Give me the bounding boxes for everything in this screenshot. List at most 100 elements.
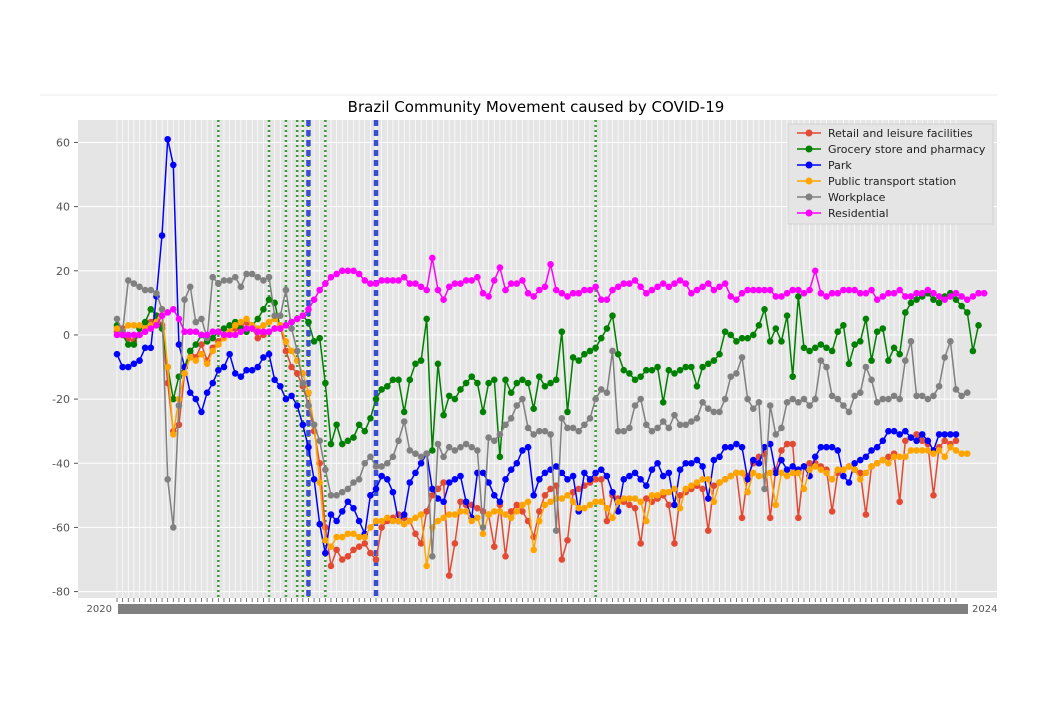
data-point	[130, 341, 138, 348]
data-point	[113, 325, 121, 332]
data-point	[744, 334, 751, 342]
data-point	[963, 450, 971, 457]
data-point	[958, 450, 965, 457]
data-point	[164, 309, 171, 316]
data-point	[643, 289, 650, 297]
legend-label: Public transport station	[828, 175, 956, 188]
data-point	[158, 232, 166, 239]
data-point	[198, 315, 205, 323]
data-point	[496, 508, 504, 515]
data-point	[119, 363, 126, 371]
data-point	[575, 485, 583, 493]
data-point	[288, 318, 295, 326]
data-point	[355, 476, 363, 483]
data-point	[474, 273, 481, 281]
data-point	[654, 283, 661, 291]
data-point	[530, 405, 537, 413]
data-point	[367, 492, 374, 499]
data-point	[643, 495, 650, 502]
legend-marker	[805, 193, 813, 201]
data-point	[671, 501, 678, 509]
data-point	[457, 498, 464, 506]
data-point	[682, 363, 690, 371]
data-point	[913, 447, 920, 454]
data-point	[440, 479, 447, 486]
data-point	[276, 325, 284, 332]
data-point	[519, 376, 526, 384]
data-point	[265, 273, 273, 281]
data-point	[896, 350, 903, 358]
data-point	[868, 286, 875, 294]
data-point	[547, 431, 554, 438]
data-point	[367, 280, 374, 287]
data-point	[851, 341, 858, 348]
data-point	[727, 443, 735, 451]
data-point	[209, 273, 217, 281]
data-point	[890, 392, 898, 400]
data-point	[282, 347, 290, 355]
data-point	[124, 322, 132, 329]
data-point	[733, 370, 740, 377]
data-point	[130, 331, 138, 339]
y-tick-label: 20	[56, 265, 70, 278]
data-point	[800, 395, 808, 403]
data-point	[203, 389, 211, 396]
data-point	[186, 328, 194, 336]
data-point	[265, 350, 273, 358]
data-point	[569, 472, 577, 480]
data-point	[783, 472, 791, 480]
data-point	[941, 296, 949, 303]
data-point	[811, 463, 819, 470]
data-point	[468, 517, 476, 525]
data-point	[733, 338, 740, 345]
data-point	[333, 533, 340, 541]
data-point	[192, 341, 200, 348]
data-point	[766, 402, 774, 409]
data-point	[231, 331, 239, 339]
data-point	[603, 389, 611, 396]
data-point	[766, 440, 774, 448]
data-point	[789, 440, 797, 448]
data-point	[355, 543, 363, 550]
data-point	[879, 395, 887, 403]
data-point	[164, 476, 171, 483]
data-point	[958, 293, 965, 300]
data-point	[282, 338, 290, 345]
data-point	[749, 331, 757, 339]
legend: Retail and leisure facilities Grocery sto…	[787, 123, 994, 225]
data-point	[592, 395, 599, 403]
data-point	[136, 357, 143, 364]
data-point	[682, 280, 690, 287]
data-point	[412, 280, 419, 287]
data-point	[795, 469, 802, 477]
data-point	[293, 315, 301, 323]
data-point	[975, 289, 982, 297]
data-point	[254, 328, 262, 336]
data-point	[457, 386, 464, 393]
data-point	[417, 511, 425, 518]
data-point	[856, 469, 864, 477]
data-point	[603, 472, 611, 480]
data-point	[124, 363, 132, 371]
data-point	[704, 527, 712, 534]
data-point	[716, 479, 723, 486]
data-point	[840, 466, 847, 473]
data-point	[552, 286, 560, 294]
data-point	[479, 408, 487, 416]
data-point	[153, 322, 160, 329]
data-point	[710, 482, 718, 490]
data-point	[597, 296, 605, 303]
data-point	[885, 427, 892, 435]
data-point	[198, 331, 205, 339]
data-point	[282, 322, 290, 329]
data-point	[288, 363, 295, 371]
data-point	[676, 466, 684, 473]
data-point	[175, 315, 183, 323]
legend-marker	[805, 145, 813, 153]
data-point	[440, 411, 447, 419]
data-point	[519, 395, 526, 403]
data-point	[806, 466, 813, 473]
data-point	[496, 453, 504, 461]
data-point	[671, 370, 678, 377]
data-point	[338, 556, 346, 563]
